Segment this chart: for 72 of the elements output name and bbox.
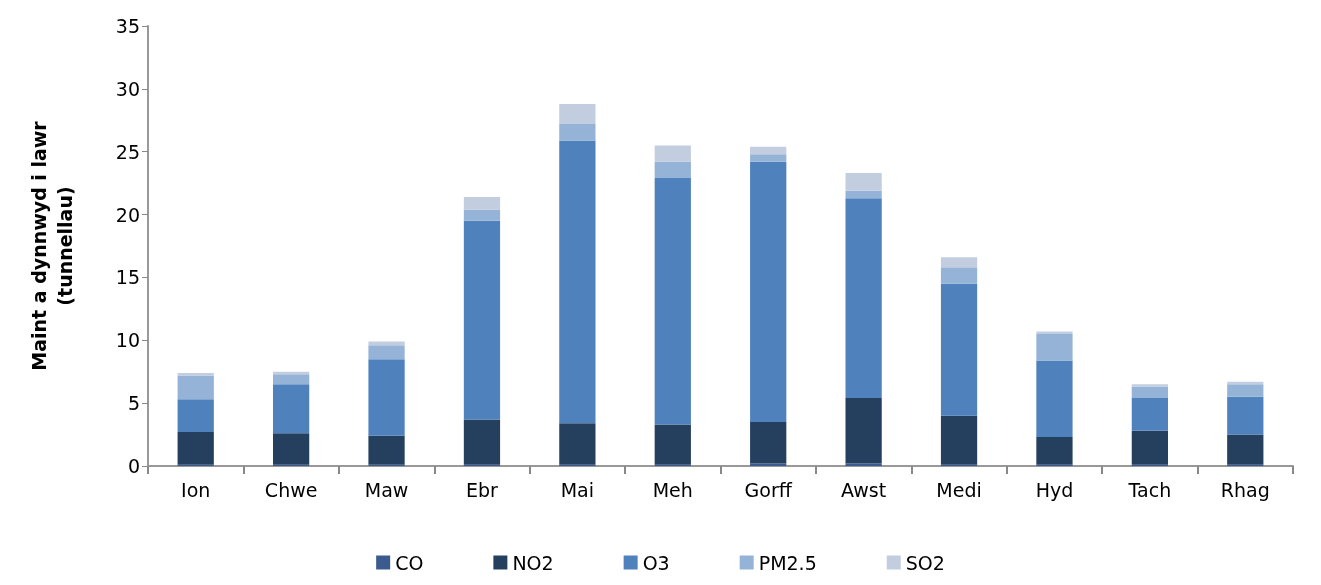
bar bbox=[1131, 398, 1168, 431]
bar bbox=[654, 178, 691, 425]
bar bbox=[177, 375, 214, 400]
bar bbox=[177, 399, 214, 433]
bar bbox=[368, 435, 405, 465]
bar bbox=[750, 161, 787, 422]
y-tick-label: 10 bbox=[115, 329, 140, 352]
bar bbox=[845, 463, 882, 466]
bar bbox=[654, 145, 691, 162]
y-axis-title: Maint a dynnwyd i lawr (tunnellau) bbox=[28, 120, 76, 371]
bar bbox=[750, 154, 787, 162]
bar bbox=[1131, 430, 1168, 465]
bar bbox=[273, 384, 310, 434]
bar bbox=[463, 209, 501, 221]
bar bbox=[940, 415, 978, 465]
bar bbox=[1131, 384, 1168, 387]
y-tick-label: 25 bbox=[115, 140, 140, 163]
x-tick-label: Mai bbox=[560, 478, 595, 501]
y-tick-label: 20 bbox=[115, 203, 140, 226]
y-tick-label: 15 bbox=[115, 266, 140, 289]
bar bbox=[1227, 396, 1264, 435]
bar bbox=[463, 220, 501, 420]
y-tick-label: 5 bbox=[127, 392, 140, 415]
bar bbox=[1036, 334, 1073, 361]
bar bbox=[845, 173, 882, 191]
legend-label: NO2 bbox=[512, 551, 554, 574]
x-tick-label: Meh bbox=[652, 478, 693, 501]
bar bbox=[463, 419, 501, 465]
bar bbox=[177, 432, 214, 465]
y-tick-label: 0 bbox=[127, 455, 140, 477]
legend-label: O3 bbox=[642, 551, 670, 574]
bar bbox=[845, 398, 882, 464]
bar bbox=[368, 359, 405, 436]
bar bbox=[463, 196, 501, 210]
x-tick-label: Tach bbox=[1127, 478, 1172, 501]
bar bbox=[1227, 434, 1264, 465]
bar bbox=[940, 257, 978, 268]
bar bbox=[273, 374, 310, 385]
bar bbox=[559, 140, 596, 424]
bar bbox=[1036, 331, 1073, 334]
bar bbox=[750, 146, 787, 155]
bar bbox=[559, 423, 596, 465]
bar bbox=[273, 433, 310, 465]
bar bbox=[750, 422, 787, 464]
legend-label: CO bbox=[395, 551, 424, 574]
bar bbox=[559, 124, 596, 141]
bar bbox=[1036, 437, 1073, 465]
bar bbox=[654, 161, 691, 179]
bar bbox=[559, 103, 596, 125]
y-tick-label: 35 bbox=[115, 15, 140, 37]
x-tick-label: Awst bbox=[841, 478, 887, 501]
bar bbox=[750, 463, 787, 466]
x-tick-label: Maw bbox=[364, 478, 409, 501]
bar bbox=[1131, 386, 1168, 399]
x-tick-label: Chwe bbox=[264, 478, 318, 501]
x-tick-label: Ebr bbox=[466, 478, 499, 501]
bar bbox=[368, 345, 405, 360]
x-tick-label: Rhag bbox=[1220, 478, 1270, 501]
bar bbox=[940, 283, 978, 416]
bar bbox=[654, 424, 691, 465]
bar bbox=[940, 267, 978, 284]
bar bbox=[1036, 360, 1073, 438]
bar bbox=[1227, 384, 1264, 397]
x-tick-label: Medi bbox=[936, 478, 982, 501]
bar bbox=[845, 190, 882, 199]
bar bbox=[845, 198, 882, 399]
x-tick-label: Ion bbox=[181, 478, 211, 501]
x-tick-label: Gorff bbox=[744, 478, 793, 501]
x-tick-label: Hyd bbox=[1035, 478, 1074, 501]
legend-label: PM2.5 bbox=[758, 551, 817, 574]
y-tick-label: 30 bbox=[115, 77, 140, 100]
legend-label: SO2 bbox=[905, 551, 945, 574]
